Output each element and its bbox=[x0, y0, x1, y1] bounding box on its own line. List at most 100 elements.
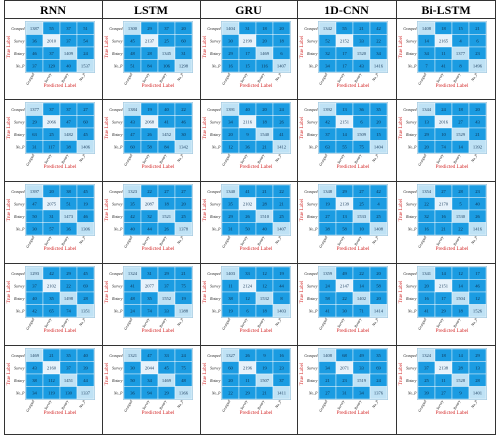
cell-value: 16 bbox=[228, 63, 233, 68]
cell-value: 1519 bbox=[357, 378, 367, 383]
row-tick-label: No_P bbox=[113, 391, 123, 395]
cell-value: 1298 bbox=[179, 63, 189, 68]
cell-value: 2138 bbox=[439, 365, 449, 370]
cell-value: 17 bbox=[475, 271, 480, 276]
cell-value: 1377 bbox=[30, 107, 40, 112]
column-tick-label: No_P bbox=[470, 317, 479, 328]
column-tick-label: No_P bbox=[470, 72, 479, 83]
cell-value: 44 bbox=[83, 378, 88, 383]
column-tick-label: Grasped bbox=[123, 153, 133, 166]
column-tick-label: No_P bbox=[470, 235, 479, 246]
row-tick-label: Rotary bbox=[13, 52, 25, 56]
cell-value: 18 bbox=[458, 107, 463, 112]
matrix-cell bbox=[468, 140, 487, 154]
cell-value: 55 bbox=[342, 26, 347, 31]
cell-value: 22 bbox=[424, 201, 429, 206]
cell-value: 37 bbox=[49, 51, 54, 56]
matrix-frame bbox=[25, 348, 95, 400]
cell-value: 1473 bbox=[64, 214, 74, 219]
column-tick-label: Grasped bbox=[221, 317, 231, 330]
column-tick-label: Rotary bbox=[158, 153, 167, 165]
matrix-cell bbox=[76, 304, 95, 318]
confusion-matrix-rnn-row-5: 1469 21 35 40 Grasped Grasped 43 2160 37 39 Survey… bbox=[6, 348, 95, 416]
cell-value: 47 bbox=[32, 201, 37, 206]
cell-value: 75 bbox=[181, 365, 186, 370]
cell-value: 24 bbox=[83, 51, 88, 56]
cell-value: 36 bbox=[130, 390, 135, 395]
row-tick-label: Grasped bbox=[304, 354, 317, 358]
column-tick-label: Survey bbox=[436, 399, 445, 410]
cell-value: 1402 bbox=[357, 296, 367, 301]
row-tick-label: Rotary bbox=[209, 52, 221, 56]
cell-value: 33 bbox=[245, 271, 250, 276]
cell-value: 14 bbox=[441, 271, 446, 276]
cell-value: 22 bbox=[342, 296, 347, 301]
cell-value: 1552 bbox=[162, 296, 172, 301]
confusion-matrix-gru-row-5: 1327 26 9 16 Grasped Grasped 60 2196 19 23 Survey S… bbox=[202, 348, 291, 416]
row-tick-label: Grasped bbox=[109, 190, 122, 194]
cell-value: 57 bbox=[49, 226, 54, 231]
cell-value: 1520 bbox=[357, 51, 367, 56]
row-tick-label: Survey bbox=[307, 284, 318, 288]
column-tick-label: Rotary bbox=[158, 399, 167, 411]
cell-value: 37 bbox=[66, 26, 71, 31]
cell-value: 48 bbox=[130, 296, 135, 301]
matrix-frame bbox=[318, 102, 388, 154]
column-tick-label: No_P bbox=[176, 153, 185, 164]
y-axis-label: True Label bbox=[6, 362, 12, 385]
cell-value: 16 bbox=[424, 296, 429, 301]
column-tick-label: Grasped bbox=[417, 399, 427, 412]
cell-value: 25 bbox=[359, 201, 364, 206]
cell-value: 4 bbox=[377, 201, 380, 206]
cell-value: 60 bbox=[83, 119, 88, 124]
column-tick-label: No_P bbox=[371, 153, 380, 164]
cell-value: 9 bbox=[459, 390, 462, 395]
cell-value: 94 bbox=[147, 390, 152, 395]
column-tick-label: Survey bbox=[337, 399, 346, 410]
y-axis-label: True Label bbox=[202, 116, 208, 139]
cell-value: 41 bbox=[164, 119, 169, 124]
row-tick-label: Grasped bbox=[403, 27, 416, 31]
column-tick-label: No_P bbox=[176, 399, 185, 410]
cell-value: 10 bbox=[359, 226, 364, 231]
cell-value: 19 bbox=[262, 365, 267, 370]
matrix-frame bbox=[221, 102, 291, 154]
cell-value: 18 bbox=[279, 38, 284, 43]
cell-value: 36 bbox=[66, 226, 71, 231]
cell-value: 1388 bbox=[179, 308, 189, 313]
cell-value: 12 bbox=[228, 144, 233, 149]
column-tick-label: Grasped bbox=[417, 153, 427, 166]
cell-value: 22 bbox=[228, 390, 233, 395]
cell-value: 1404 bbox=[226, 26, 236, 31]
cell-value: 51 bbox=[83, 26, 88, 31]
cell-value: 31 bbox=[228, 226, 233, 231]
row-tick-label: Rotary bbox=[306, 379, 318, 383]
cell-value: 2147 bbox=[340, 283, 350, 288]
cell-value: 30 bbox=[228, 38, 233, 43]
cell-value: 20 bbox=[228, 378, 233, 383]
cell-value: 42 bbox=[32, 308, 37, 313]
cell-value: 45 bbox=[83, 271, 88, 276]
cell-value: 2199 bbox=[243, 38, 253, 43]
cell-value: 1345 bbox=[162, 51, 172, 56]
cell-value: 20 bbox=[228, 132, 233, 137]
y-axis-label: True Label bbox=[299, 362, 305, 385]
y-axis-label: True Label bbox=[104, 280, 110, 303]
cell-value: 49 bbox=[359, 353, 364, 358]
column-tick-label: No_P bbox=[371, 72, 380, 83]
x-axis-label: Predicted Label bbox=[142, 83, 175, 89]
column-tick-label: Rotary bbox=[256, 153, 265, 165]
cell-value: 2044 bbox=[145, 365, 155, 370]
cell-value: 51 bbox=[66, 201, 71, 206]
cell-value: 50 bbox=[245, 226, 250, 231]
row-tick-label: Survey bbox=[307, 202, 318, 206]
row-tick-label: Grasped bbox=[109, 108, 122, 112]
cell-value: 23 bbox=[475, 189, 480, 194]
cell-value: 2010 bbox=[47, 38, 57, 43]
row-tick-label: Survey bbox=[210, 39, 221, 43]
cell-value: 34 bbox=[376, 51, 381, 56]
cell-value: 18 bbox=[262, 308, 267, 313]
cell-value: 26 bbox=[245, 214, 250, 219]
cell-value: 17 bbox=[441, 296, 446, 301]
